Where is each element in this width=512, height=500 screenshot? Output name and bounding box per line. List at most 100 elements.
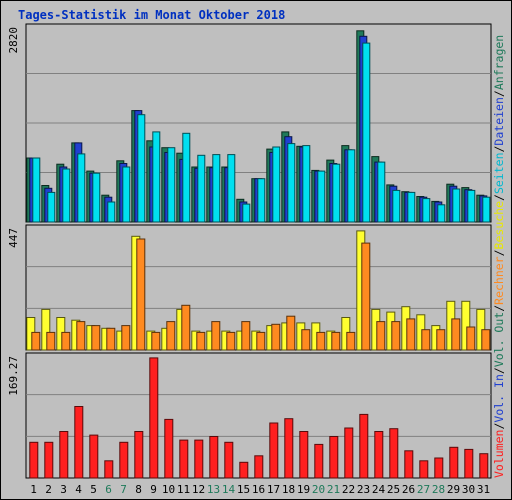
legend-separator: / [492, 90, 506, 97]
x-tick-label-day-11: 11 [177, 483, 190, 496]
chart-panels [25, 23, 492, 479]
bar-volumen-day-30 [464, 448, 474, 479]
legend-separator: / [492, 423, 506, 430]
bar-seiten-day-10 [167, 147, 176, 223]
bar-rechner-day-16 [256, 331, 266, 351]
x-tick-label-day-7: 7 [120, 483, 127, 496]
bar-seiten-day-16 [257, 178, 266, 223]
bar-rechner-day-28 [436, 329, 446, 351]
bar-seiten-day-14 [227, 154, 236, 223]
bar-seiten-day-11 [182, 132, 191, 223]
legend-item-seiten: Seiten [492, 153, 506, 195]
x-tick-label-day-13: 13 [207, 483, 220, 496]
x-tick-label-day-23: 23 [357, 483, 370, 496]
bar-volumen-day-14 [224, 441, 234, 479]
bar-besuche-day-2 [41, 308, 51, 351]
bar-volumen-day-20 [314, 443, 324, 479]
bar-volumen-day-7 [119, 441, 129, 479]
bar-rechner-day-15 [241, 321, 251, 351]
legend-separator: / [492, 146, 506, 153]
bar-rechner-day-11 [181, 304, 191, 351]
x-tick-label-day-18: 18 [282, 483, 295, 496]
x-tick-label-day-17: 17 [267, 483, 280, 496]
bar-volumen-day-16 [254, 455, 264, 479]
bar-seiten-day-15 [242, 203, 251, 223]
bar-rechner-day-22 [346, 331, 356, 351]
bar-volumen-day-21 [329, 436, 339, 479]
bar-volumen-day-18 [284, 418, 294, 479]
bar-seiten-day-1 [32, 157, 41, 223]
y-max-label-volume: 169.27 [7, 356, 20, 396]
bar-volumen-day-11 [179, 439, 189, 479]
bar-seiten-day-19 [302, 145, 311, 223]
bar-volumen-day-5 [89, 434, 99, 479]
bar-rechner-day-1 [31, 331, 41, 351]
panel-visits [25, 224, 492, 351]
legend-separator: / [492, 367, 506, 374]
bar-seiten-day-29 [452, 188, 461, 223]
bar-rechner-day-2 [46, 331, 56, 351]
x-tick-label-day-27: 27 [417, 483, 430, 496]
bar-rechner-day-9 [151, 331, 161, 351]
bar-volumen-day-12 [194, 439, 204, 479]
x-tick-label-day-24: 24 [372, 483, 386, 496]
bar-rechner-day-10 [166, 321, 176, 351]
bar-rechner-day-4 [76, 321, 86, 351]
bar-besuche-day-30 [461, 300, 471, 351]
bar-volumen-day-15 [239, 461, 249, 479]
right-legend: Volumen/Vol. In/Vol. Out/Rechner/Besuche… [492, 35, 506, 478]
bar-volumen-day-31 [479, 453, 489, 479]
bar-seiten-day-18 [287, 143, 296, 223]
bar-rechner-day-17 [271, 323, 281, 351]
bar-volumen-day-3 [59, 431, 69, 479]
bar-rechner-day-31 [481, 329, 491, 351]
bar-volumen-day-17 [269, 422, 279, 479]
bar-seiten-day-13 [212, 154, 221, 223]
bar-volumen-day-4 [74, 406, 84, 479]
bar-rechner-day-29 [451, 318, 461, 351]
bar-volumen-day-28 [434, 457, 444, 479]
panel-requests [25, 23, 492, 223]
bar-rechner-day-19 [301, 329, 311, 351]
x-tick-label-day-12: 12 [192, 483, 205, 496]
bar-seiten-day-24 [377, 161, 386, 223]
x-tick-label-day-6: 6 [105, 483, 112, 496]
bar-volumen-day-2 [44, 441, 54, 479]
bar-seiten-day-31 [482, 196, 491, 223]
x-tick-label-day-8: 8 [135, 483, 142, 496]
legend-text: Volumen/Vol. In/Vol. Out/Rechner/Besuche… [492, 35, 506, 478]
x-tick-label-day-19: 19 [297, 483, 310, 496]
x-tick-label-day-21: 21 [327, 483, 340, 496]
x-tick-label-day-20: 20 [312, 483, 325, 496]
bar-seiten-day-4 [77, 153, 86, 223]
bar-rechner-day-7 [121, 325, 131, 351]
bar-rechner-day-21 [331, 331, 341, 351]
panel-volume [25, 352, 492, 479]
bar-volumen-day-24 [374, 431, 384, 479]
bar-volumen-day-25 [389, 428, 399, 479]
bar-seiten-day-20 [317, 170, 326, 223]
bar-volumen-day-8 [134, 431, 144, 479]
bar-seiten-day-8 [137, 114, 146, 223]
y-axis-max-labels: 2820 447 169.27 [7, 27, 20, 396]
bar-seiten-day-17 [272, 146, 281, 223]
bar-seiten-day-5 [92, 172, 101, 223]
x-tick-label-day-25: 25 [387, 483, 400, 496]
legend-item-anfragen: Anfragen [492, 35, 506, 90]
legend-separator: / [492, 194, 506, 201]
bar-rechner-day-13 [211, 321, 221, 351]
bar-seiten-day-21 [332, 163, 341, 223]
legend-item-vol-out: Vol. Out [492, 312, 506, 367]
bar-seiten-day-3 [62, 168, 71, 223]
bar-volumen-day-26 [404, 450, 414, 479]
x-tick-label-day-5: 5 [90, 483, 97, 496]
bar-rechner-day-12 [196, 331, 206, 351]
x-tick-label-day-29: 29 [447, 483, 460, 496]
x-tick-label-day-16: 16 [252, 483, 265, 496]
y-max-label-requests: 2820 [7, 27, 20, 54]
legend-item-vol-in: Vol. In [492, 374, 506, 422]
bar-volumen-day-22 [344, 427, 354, 479]
bar-rechner-day-6 [106, 327, 116, 351]
